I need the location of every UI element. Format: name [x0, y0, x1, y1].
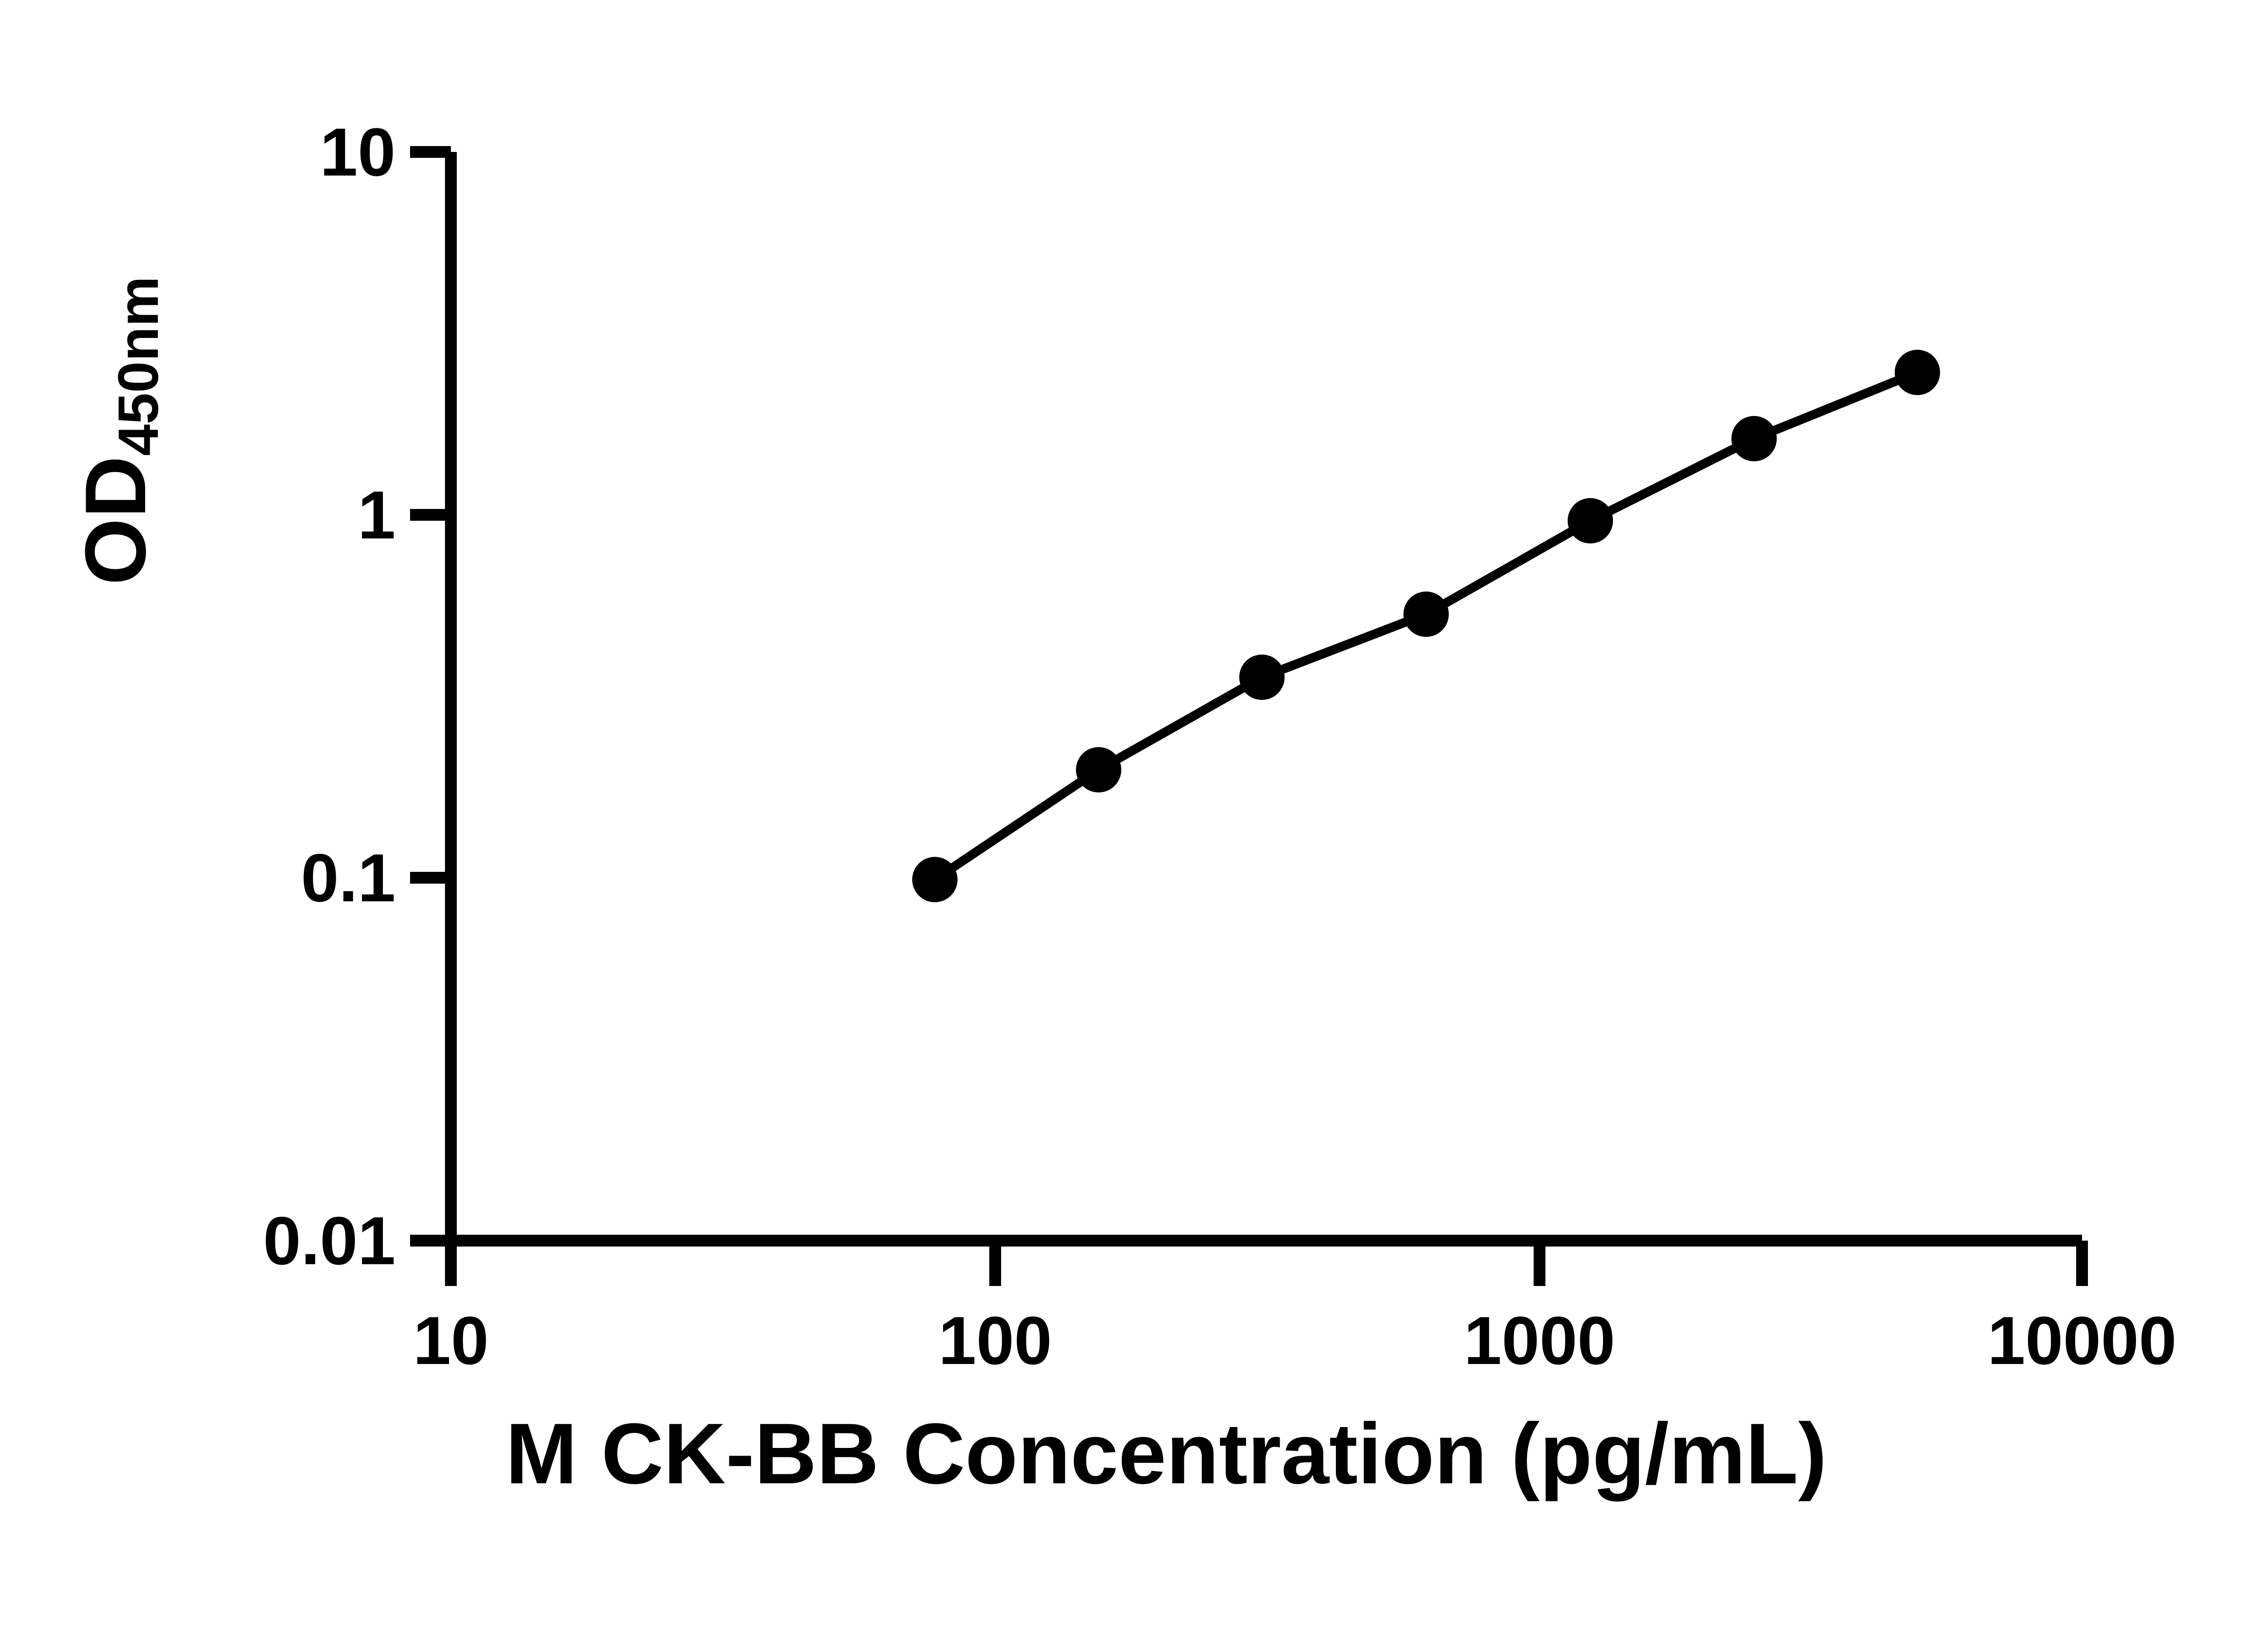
data-point	[1731, 416, 1777, 461]
x-tick-label-10000: 10000	[1987, 1302, 2177, 1379]
x-tick-label-1000: 1000	[1464, 1302, 1615, 1379]
x-tick-label-10: 10	[413, 1302, 489, 1379]
data-point	[1403, 592, 1449, 637]
y-tick-label-0-1: 0.1	[301, 840, 396, 916]
y-tick-label-0-01: 0.01	[263, 1203, 396, 1279]
y-tick-label-1: 1	[357, 477, 396, 553]
y-axis-title: OD450nm	[68, 276, 170, 585]
x-axis-title: M CK-BB Concentration (pg/mL)	[505, 1406, 1827, 1502]
y-axis-ticks	[410, 146, 451, 1247]
x-axis-ticks	[445, 1241, 2088, 1286]
y-tick-label-10: 10	[320, 114, 396, 190]
data-point	[1895, 350, 1940, 395]
y-axis-title-subscript: 450nm	[107, 276, 170, 456]
data-series-markers	[912, 350, 1940, 902]
data-point	[912, 857, 958, 902]
data-point	[1239, 655, 1285, 700]
y-axis-title-base: OD	[68, 456, 164, 585]
data-point	[1076, 747, 1121, 792]
x-tick-label-100: 100	[938, 1302, 1052, 1379]
data-point	[1568, 498, 1613, 543]
